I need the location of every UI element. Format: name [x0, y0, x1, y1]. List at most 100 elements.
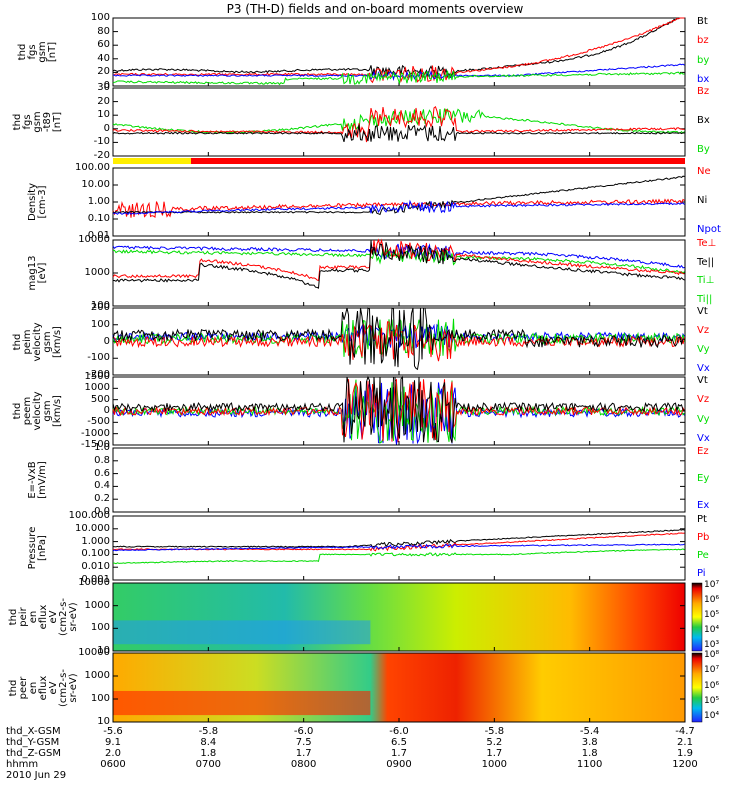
- footer-value-1-6: 2.1: [677, 737, 693, 748]
- ytick-label-density-4: 0.01: [87, 230, 110, 241]
- ylabel-peim-vel: thd peim velocity gsm [km/s]: [12, 321, 63, 362]
- colorbar-tick-peer-spec-4: 10⁴: [704, 711, 720, 721]
- ytick-label-temp-2: 100: [90, 300, 110, 311]
- ytick-label-pressure-0: 100.000: [68, 510, 110, 521]
- ytick-label-fgs-gse-1: 20: [97, 95, 110, 107]
- trace-Pt: [112, 528, 685, 548]
- trace-peem-Vt: [112, 375, 685, 443]
- footer-value-1-2: 7.5: [295, 737, 312, 748]
- legend-density-0: Ne: [697, 166, 711, 177]
- ytick-label-efield-0: 1.0: [94, 442, 110, 453]
- footer-value-2-5: 1.8: [581, 748, 598, 759]
- colorbar-peer-spec: [691, 652, 703, 723]
- trace-Pi: [112, 543, 685, 552]
- footer-value-0-4: -5.8: [484, 726, 505, 737]
- legend-temp-1: Te||: [697, 256, 715, 268]
- footer-value-2-6: 1.9: [677, 748, 693, 759]
- footer-value-1-3: 6.5: [391, 737, 407, 748]
- legend-peim-vel-0: Vt: [697, 306, 708, 317]
- ytick-label-peim-vel-0: 200: [90, 302, 110, 313]
- ylabel-peer-spec: thd peer en eflux eV (cm2-s- sr-eV): [8, 668, 79, 707]
- legend-pressure-3: Pi: [697, 568, 706, 579]
- trace-Npot: [112, 199, 685, 215]
- footer-value-3-3: 0900: [386, 759, 412, 770]
- legend-peim-vel-1: Vz: [697, 325, 710, 336]
- footer-value-3-2: 0800: [290, 759, 317, 770]
- colorbar-peir-spec: [691, 582, 703, 652]
- ytick-label-fgs-gse-0: 30: [97, 82, 110, 93]
- ylabel-density: Density [cm-3]: [27, 182, 48, 222]
- ytick-label-peem-vel-4: -500: [87, 416, 110, 428]
- trace-peem-Vx: [112, 382, 685, 445]
- trace-Ne: [112, 198, 685, 218]
- ytick-label-density-0: 100.00: [75, 162, 110, 173]
- trace-Bx: [112, 124, 685, 143]
- ytick-label-efield-2: 0.6: [94, 467, 110, 479]
- trace-by: [112, 70, 685, 86]
- trace-Bt: [112, 17, 685, 79]
- colorbar-tick-peer-spec-0: 10⁸: [704, 650, 720, 660]
- ylabel-peem-vel: thd peem velocity gsm [km/s]: [12, 391, 63, 431]
- trace-By: [112, 108, 685, 134]
- legend-peem-vel-1: Vz: [697, 394, 710, 406]
- ylabel-peir-spec: thd peir en eflux eV (cm2-s- sr-eV): [8, 598, 79, 636]
- footer-value-2-0: 2.0: [105, 748, 121, 759]
- legend-peim-vel-2: Vy: [697, 344, 710, 355]
- ytick-label-peem-vel-3: 0: [103, 405, 110, 416]
- footer-value-3-5: 1100: [576, 759, 603, 770]
- legend-density-2: Npot: [697, 224, 721, 235]
- ytick-label-fgs-gsm-0: 100: [90, 12, 110, 23]
- ytick-label-pressure-2: 1.000: [81, 535, 110, 547]
- footer-label-3: hhmm: [6, 759, 39, 770]
- legend-peem-vel-2: Vy: [697, 413, 710, 425]
- footer-label-2: thd_Z-GSM: [6, 748, 61, 759]
- colorbar-tick-peir-spec-4: 10³: [704, 640, 720, 650]
- mode-bar-yellow: [113, 158, 191, 164]
- ytick-label-fgs-gsm-1: 80: [97, 25, 110, 37]
- legend-fgs-gsm-3: bx: [697, 74, 710, 85]
- footer-value-2-2: 1.7: [295, 748, 312, 759]
- ytick-label-peem-vel-5: -1000: [80, 427, 110, 439]
- ytick-label-temp-0: 10000: [78, 234, 110, 245]
- ylabel-pressure: Pressure [nPa]: [27, 526, 48, 570]
- colorbar-tick-peir-spec-3: 10⁴: [704, 625, 720, 635]
- ytick-label-efield-1: 0.8: [94, 454, 110, 466]
- legend-fgs-gsm-2: by: [697, 54, 710, 66]
- ytick-label-efield-4: 0.2: [94, 493, 110, 505]
- footer-value-3-4: 1000: [481, 759, 508, 770]
- ytick-label-peem-vel-2: 500: [90, 393, 110, 405]
- ytick-label-fgs-gsm-5: 0: [103, 80, 110, 91]
- spectrogram-band-peir-spec: [113, 620, 371, 645]
- ytick-label-peir-spec-0: 10000: [78, 577, 110, 588]
- ytick-label-fgs-gsm-4: 20: [97, 66, 110, 78]
- trace-Tiperp: [112, 243, 685, 269]
- ytick-label-efield-5: 0.0: [94, 506, 110, 517]
- ytick-label-peim-vel-3: -100: [87, 352, 110, 364]
- legend-efield-2: Ex: [697, 500, 710, 511]
- colorbar-tick-peer-spec-3: 10⁵: [704, 695, 720, 706]
- ytick-label-peer-spec-2: 100: [90, 693, 110, 704]
- legend-fgs-gse-2: By: [697, 144, 710, 155]
- ytick-label-peim-vel-4: -200: [87, 369, 110, 380]
- colorbar-tick-peir-spec-1: 10⁶: [704, 595, 720, 605]
- legend-density-1: Ni: [697, 195, 708, 206]
- footer-value-1-0: 9.1: [105, 737, 121, 748]
- legend-peem-vel-0: Vt: [697, 375, 708, 386]
- trace-Pe: [112, 548, 685, 565]
- ylabel-fgs-gsm: thd fgs gsm [nT]: [17, 41, 58, 63]
- ytick-label-fgs-gsm-2: 60: [97, 39, 110, 51]
- ytick-label-peem-vel-0: 1500: [84, 371, 110, 382]
- ytick-label-peem-vel-6: -1500: [80, 439, 110, 450]
- ytick-label-peir-spec-1: 1000: [84, 599, 110, 611]
- ytick-label-pressure-1: 10.000: [75, 522, 110, 534]
- footer-value-0-5: -5.4: [579, 726, 600, 737]
- footer-value-3-0: 0600: [100, 759, 126, 770]
- legend-efield-0: Ez: [697, 446, 709, 457]
- footer-value-0-6: -4.7: [675, 726, 695, 737]
- ytick-label-efield-3: 0.4: [94, 480, 110, 492]
- plot-title: P3 (TH-D) fields and on-board moments ov…: [226, 2, 524, 16]
- ytick-label-density-3: 0.10: [87, 213, 110, 224]
- trace-Tepar: [113, 240, 685, 289]
- ytick-label-peer-spec-3: 10: [97, 716, 110, 727]
